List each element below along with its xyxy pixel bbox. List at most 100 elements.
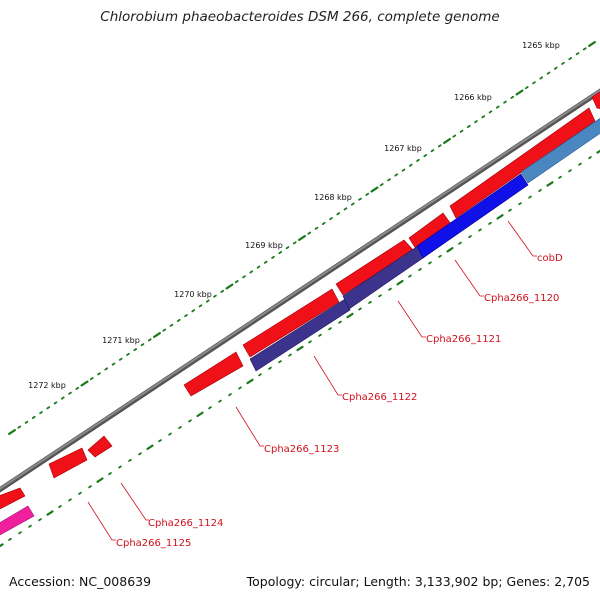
minor-tick (378, 294, 382, 298)
minor-tick (437, 144, 442, 148)
major-tick (46, 510, 54, 516)
minor-tick (408, 163, 413, 167)
minor-tick (68, 498, 72, 502)
genome-backbone (0, 88, 600, 493)
major-tick (546, 181, 554, 187)
major-tick (8, 429, 16, 435)
minor-tick (503, 100, 507, 104)
gene-label-cpha266-1124[interactable]: Cpha266_1124 (148, 518, 223, 529)
major-tick (443, 138, 451, 144)
minor-tick (147, 338, 152, 342)
minor-tick (238, 386, 242, 390)
minor-tick (38, 518, 42, 522)
minor-tick (68, 391, 72, 395)
minor-tick (588, 156, 592, 160)
minor-tick (118, 357, 123, 361)
major-tick (446, 247, 454, 253)
reverse-cds-track (0, 115, 600, 536)
minor-tick (307, 231, 312, 235)
cds-cobd[interactable] (449, 107, 596, 219)
minor-tick (178, 425, 182, 430)
major-tick (246, 378, 254, 385)
minor-tick (428, 261, 432, 265)
major-tick (587, 40, 597, 48)
cds-cpha266-1125-rev[interactable] (0, 505, 35, 536)
minor-tick (474, 120, 478, 124)
minor-tick (329, 217, 333, 221)
cds-edge[interactable] (591, 89, 600, 110)
minor-tick (205, 299, 210, 303)
minor-tick (388, 287, 392, 291)
cds-cpha266-1123[interactable] (183, 351, 244, 397)
minor-tick (466, 124, 471, 128)
minor-tick (546, 71, 551, 75)
minor-tick (97, 372, 101, 376)
cds-cpha266-1125-fwd[interactable] (0, 487, 26, 510)
gene-label-cpha266-1122[interactable]: Cpha266_1122 (342, 392, 417, 403)
major-tick (346, 312, 354, 319)
gene-label-cobd[interactable]: cobD (537, 253, 563, 264)
minor-tick (528, 195, 532, 199)
minor-tick (104, 367, 109, 371)
minor-tick (158, 439, 162, 443)
kbp-label: 1269 kbp (245, 241, 283, 250)
minor-tick (208, 406, 212, 410)
minor-tick (423, 153, 428, 158)
minor-tick (24, 420, 29, 424)
cds-cpha266-1124[interactable] (48, 447, 88, 479)
minor-tick (518, 202, 522, 206)
minor-tick (220, 289, 225, 293)
minor-tick (478, 228, 482, 232)
major-tick (370, 186, 379, 193)
minor-tick (198, 304, 203, 308)
gene-label-cpha266-1120[interactable]: Cpha266_1120 (484, 293, 559, 304)
gene-label-cpha266-1123[interactable]: Cpha266_1123 (264, 444, 339, 455)
minor-tick (582, 47, 587, 51)
minor-tick (184, 314, 188, 318)
minor-tick (288, 353, 292, 357)
kbp-label: 1270 kbp (174, 290, 212, 299)
kbp-label: 1268 kbp (314, 193, 352, 202)
minor-tick (510, 95, 515, 99)
kbp-label: 1272 kbp (28, 381, 66, 390)
minor-tick (128, 458, 132, 462)
minor-tick (578, 162, 582, 166)
topology-text: Topology: circular; Length: 3,133,902 bp… (246, 574, 590, 589)
minor-tick (39, 411, 43, 415)
cds-purple-1122[interactable] (249, 298, 351, 372)
minor-tick (249, 270, 254, 274)
kbp-label: 1267 kbp (384, 144, 422, 153)
cds-steel-cobd[interactable] (520, 115, 600, 184)
minor-tick (133, 347, 138, 352)
minor-tick (568, 57, 573, 61)
cds-blue-1120[interactable] (416, 173, 529, 259)
minor-tick (213, 294, 217, 298)
minor-tick (328, 327, 332, 331)
major-tick (96, 477, 104, 483)
minor-tick (292, 241, 297, 245)
gene-label-cpha266-1125[interactable]: Cpha266_1125 (116, 538, 191, 549)
forward-cds-track (0, 89, 600, 510)
minor-tick (31, 415, 36, 420)
minor-tick (88, 485, 92, 489)
cds-small-1[interactable] (87, 435, 113, 458)
gene-label-cpha266-1121[interactable]: Cpha266_1121 (426, 334, 501, 345)
minor-tick (263, 260, 268, 264)
major-tick (296, 345, 304, 352)
minor-tick (553, 66, 558, 70)
minor-tick (271, 255, 275, 259)
cds-cpha266-1122[interactable] (242, 288, 340, 358)
minor-tick (314, 226, 319, 230)
minor-tick (561, 61, 565, 65)
minor-tick (191, 309, 196, 313)
minor-tick (438, 254, 442, 258)
minor-tick (416, 158, 420, 162)
minor-tick (258, 373, 262, 377)
minor-tick (575, 52, 580, 56)
minor-tick (78, 491, 82, 495)
minor-tick (468, 235, 472, 239)
minor-tick (118, 465, 122, 469)
minor-tick (524, 86, 529, 90)
major-tick (515, 89, 524, 96)
